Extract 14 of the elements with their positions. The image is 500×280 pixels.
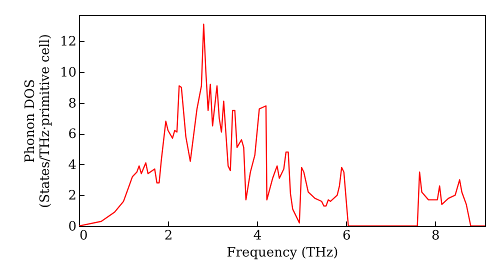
y-tick-label: 8 (68, 96, 76, 112)
x-axis-title: Frequency (THz) (226, 246, 338, 260)
y-axis-title: Phonon DOS (States/THz·primitive cell) (22, 34, 53, 208)
y-tick-label: 2 (68, 188, 76, 204)
x-tick-label: 0 (80, 228, 88, 244)
y-tick-label: 6 (68, 127, 76, 142)
y-tick-label: 4 (68, 158, 76, 173)
x-tick-label: 2 (164, 228, 173, 244)
x-tick-label: 6 (342, 228, 351, 244)
y-tick-label: 10 (60, 65, 76, 80)
y-tick-label: 12 (60, 34, 76, 50)
x-tick-label: 8 (432, 228, 440, 244)
x-tick-label: 4 (253, 228, 262, 244)
line-series (79, 24, 485, 226)
